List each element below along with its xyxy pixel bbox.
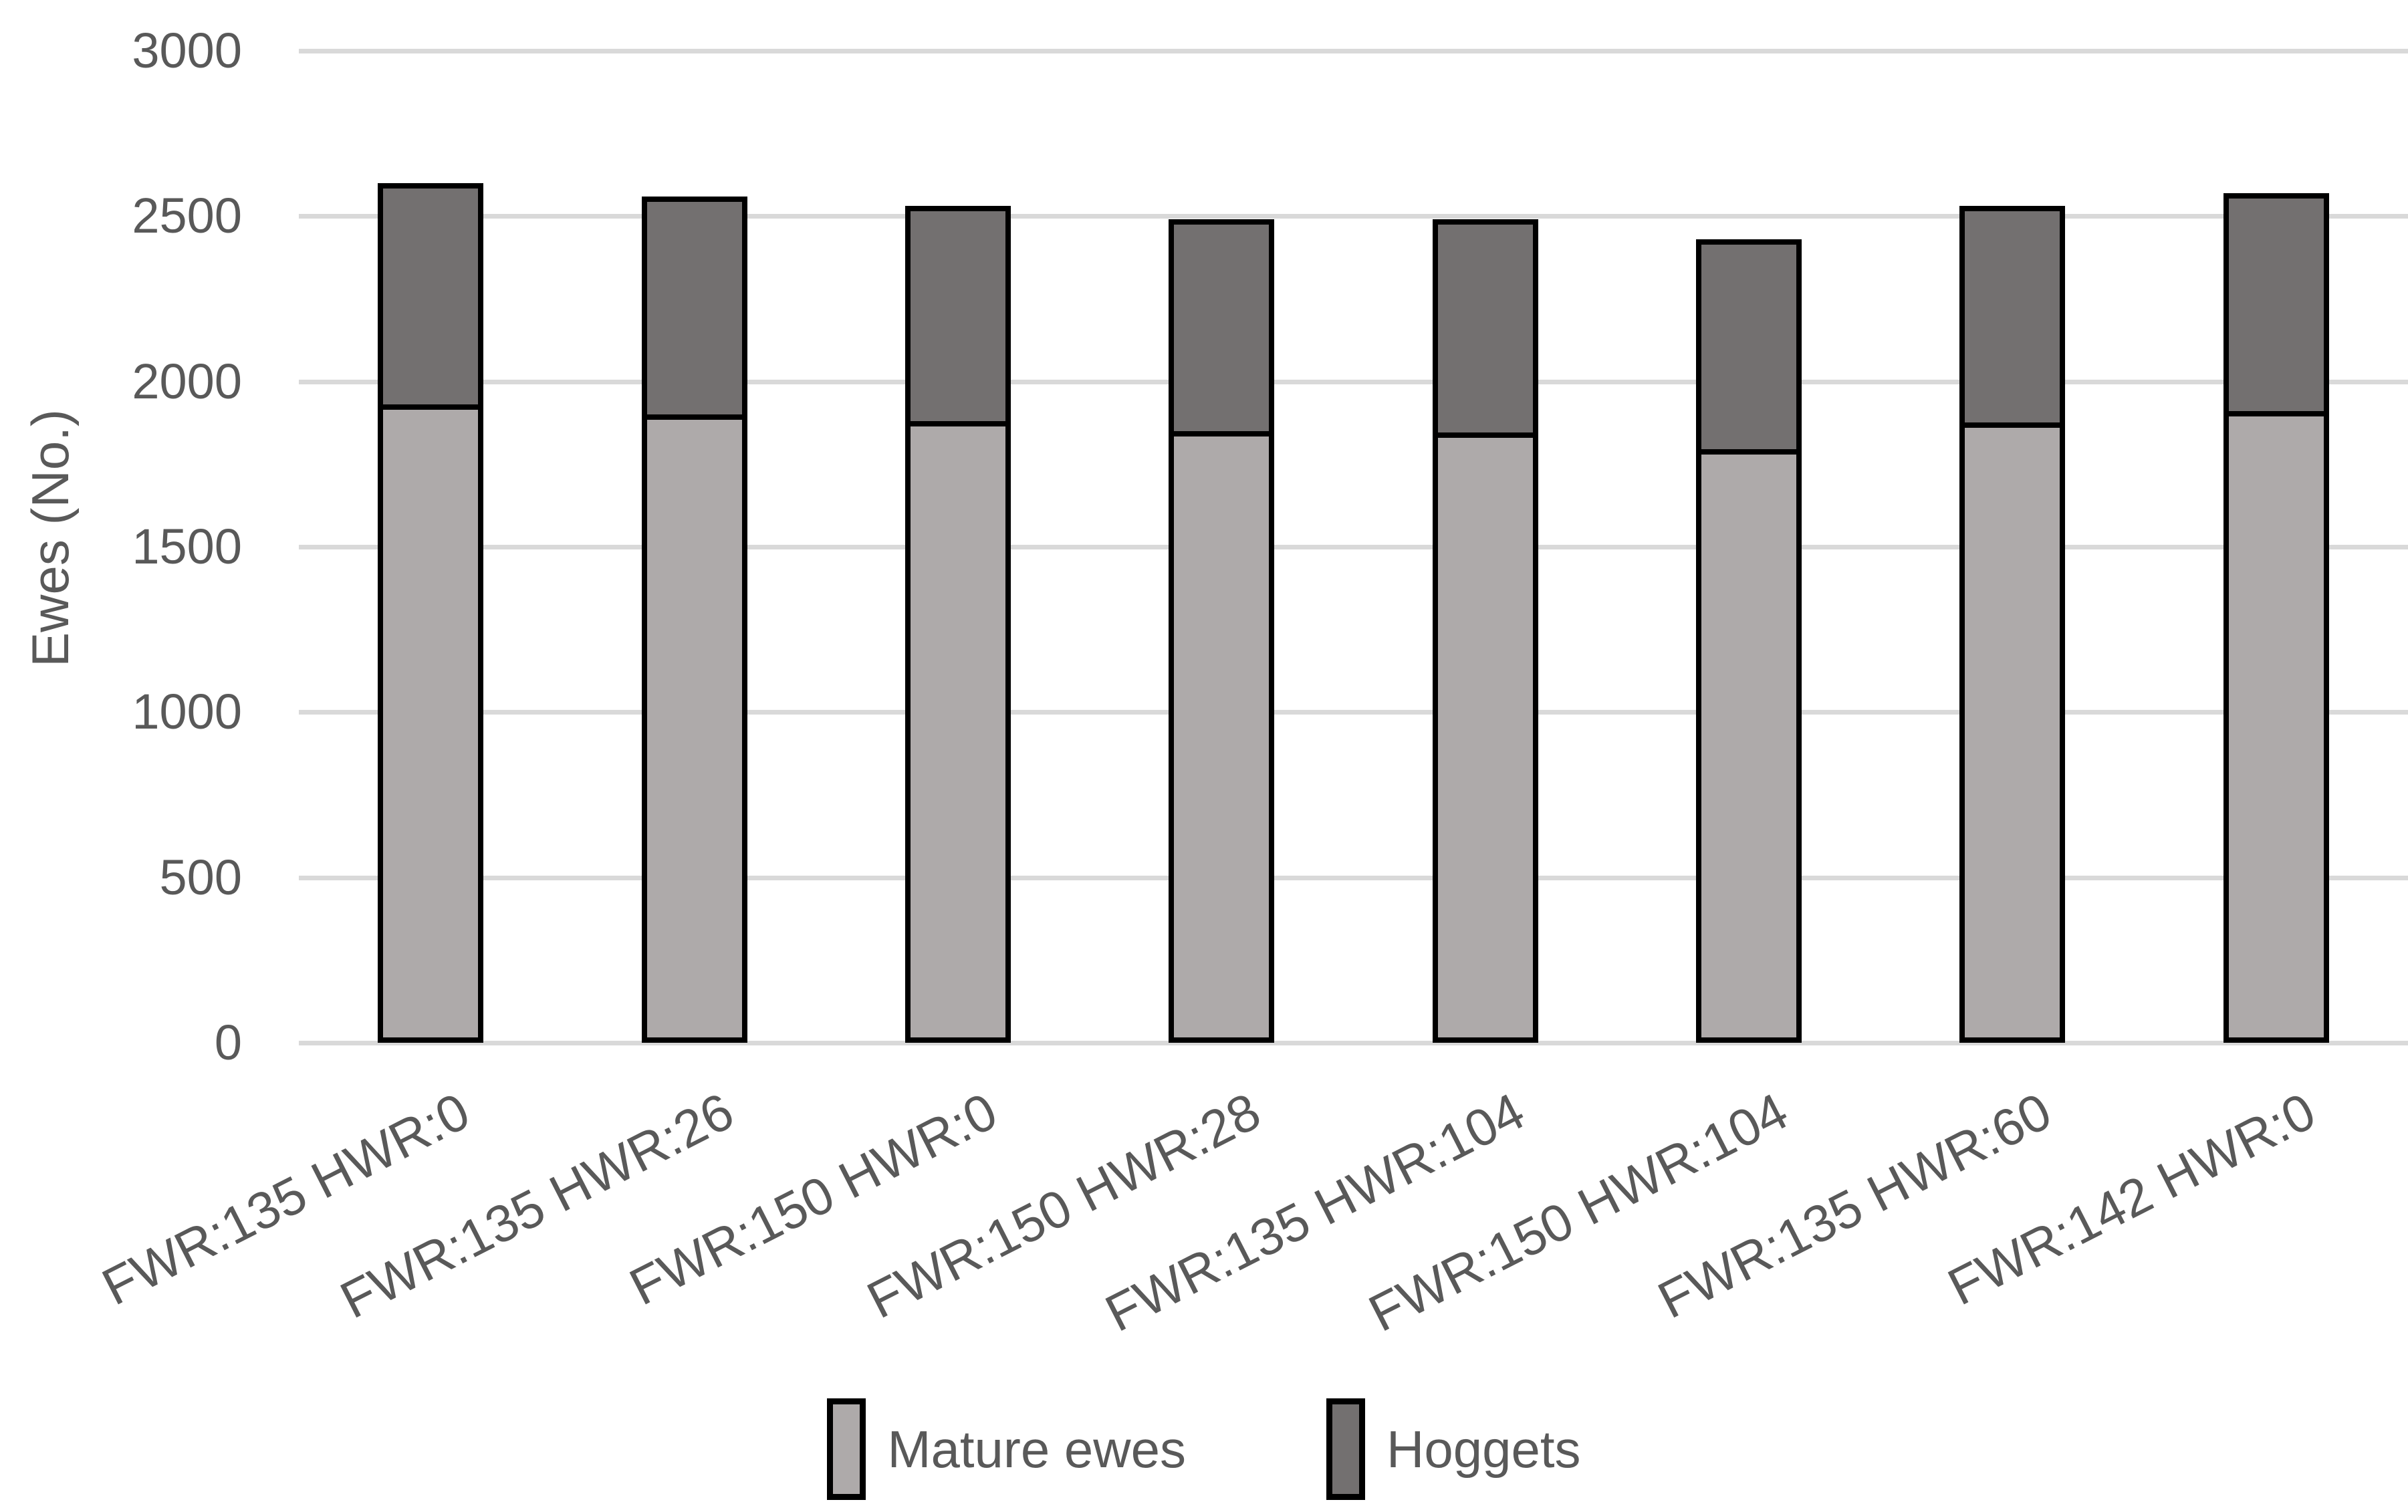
gridline-2000 [299,379,2408,384]
y-tick-label-3000: 3000 [132,23,242,78]
bar-segment-hoggets [1169,219,1274,431]
legend-swatch-icon [1326,1398,1365,1500]
bar-segment-hoggets [1696,239,1802,449]
bar-segment-hoggets [1433,219,1538,432]
bar-FWR:135 HWR:104 [1433,219,1538,1043]
bar-segment-hoggets [905,206,1011,421]
gridline-1500 [299,545,2408,549]
bar-FWR:150 HWR:0 [905,206,1011,1043]
y-tick-label-0: 0 [214,1015,242,1070]
bar-segment-mature-ewes [1433,432,1538,1043]
bar-segment-hoggets [642,197,747,414]
legend-label: Hoggets [1387,1419,1581,1479]
bar-FWR:142 HWR:0 [2223,193,2329,1043]
bar-segment-mature-ewes [378,404,483,1043]
y-tick-label-1500: 1500 [132,519,242,574]
legend-item-hoggets: Hoggets [1326,1398,1581,1500]
y-tick-label-2500: 2500 [132,188,242,244]
bar-segment-mature-ewes [1959,422,2065,1043]
bar-FWR:135 HWR:26 [642,197,747,1043]
bar-segment-hoggets [2223,193,2329,411]
bar-FWR:150 HWR:28 [1169,219,1274,1043]
gridline-3000 [299,49,2408,53]
bar-segment-mature-ewes [2223,411,2329,1043]
bar-segment-hoggets [1959,206,2065,422]
gridline-2500 [299,214,2408,219]
y-tick-label-500: 500 [159,849,242,905]
legend-label: Mature ewes [887,1419,1186,1479]
bar-segment-hoggets [378,183,483,404]
legend: Mature ewes Hoggets [0,1398,2408,1500]
bar-segment-mature-ewes [642,414,747,1043]
bar-segment-mature-ewes [905,421,1011,1043]
bar-segment-mature-ewes [1696,449,1802,1043]
gridline-1000 [299,710,2408,715]
gridline-500 [299,875,2408,880]
plot-area [299,49,2408,1045]
legend-swatch-icon [827,1398,866,1500]
bar-segment-mature-ewes [1169,431,1274,1043]
y-tick-label-1000: 1000 [132,684,242,740]
legend-item-mature-ewes: Mature ewes [827,1398,1186,1500]
bar-FWR:150 HWR:104 [1696,239,1802,1043]
y-tick-label-2000: 2000 [132,353,242,409]
bar-FWR:135 HWR:60 [1959,206,2065,1043]
gridline-0 [299,1041,2408,1045]
bar-FWR:135 HWR:0 [378,183,483,1043]
